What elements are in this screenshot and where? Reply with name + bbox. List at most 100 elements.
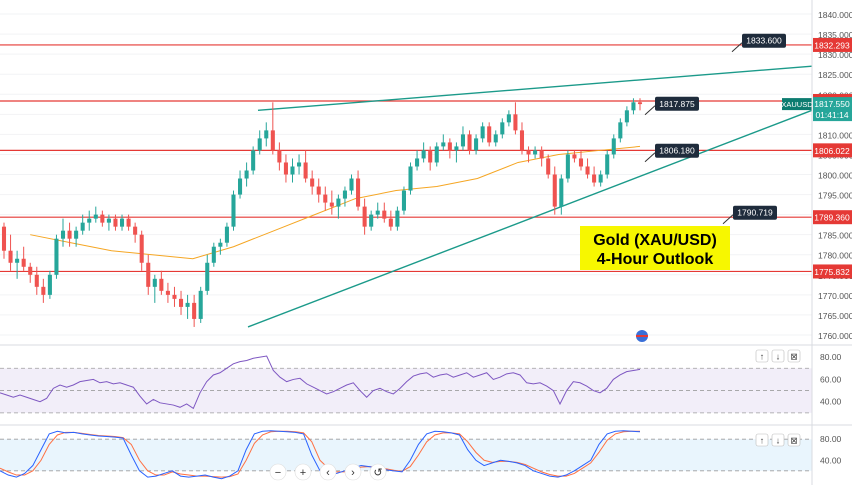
candle-body[interactable] bbox=[205, 262, 210, 291]
candle-body[interactable] bbox=[264, 130, 269, 139]
candle-body[interactable] bbox=[297, 162, 302, 167]
candle-body[interactable] bbox=[146, 262, 151, 287]
candle-body[interactable] bbox=[290, 166, 295, 175]
candle-body[interactable] bbox=[54, 238, 59, 275]
candle-body[interactable] bbox=[178, 298, 184, 307]
rsi-pane[interactable]: ↑ ↓ ⊠ bbox=[0, 349, 812, 414]
candle-body[interactable] bbox=[165, 290, 170, 295]
candle-body[interactable] bbox=[474, 138, 479, 151]
candle-body[interactable] bbox=[382, 210, 387, 219]
candle-body[interactable] bbox=[224, 226, 229, 243]
pane-control-button[interactable] bbox=[787, 433, 801, 447]
candle-body[interactable] bbox=[126, 218, 131, 227]
candle-body[interactable] bbox=[447, 142, 452, 151]
candle-body[interactable] bbox=[454, 146, 459, 151]
candle-body[interactable] bbox=[251, 150, 256, 171]
candle-body[interactable] bbox=[67, 230, 72, 239]
candle-body[interactable] bbox=[428, 150, 433, 163]
candle-body[interactable] bbox=[362, 206, 367, 227]
candle-body[interactable] bbox=[559, 178, 564, 207]
candle-body[interactable] bbox=[192, 302, 197, 319]
candle-body[interactable] bbox=[598, 174, 603, 183]
candle-body[interactable] bbox=[211, 246, 216, 263]
candle-body[interactable] bbox=[408, 166, 413, 191]
toolbar-button[interactable] bbox=[319, 463, 337, 481]
candle-body[interactable] bbox=[631, 102, 636, 111]
candle-body[interactable] bbox=[395, 210, 400, 227]
candle-body[interactable] bbox=[441, 142, 446, 147]
toolbar-button[interactable] bbox=[344, 463, 362, 481]
candle-body[interactable] bbox=[388, 218, 393, 227]
candle-body[interactable] bbox=[467, 134, 472, 151]
candle-body[interactable] bbox=[356, 178, 361, 207]
candle-body[interactable] bbox=[257, 138, 262, 151]
candle-body[interactable] bbox=[369, 214, 374, 227]
candle-body[interactable] bbox=[316, 186, 321, 195]
candle-body[interactable] bbox=[500, 122, 505, 135]
candle-body[interactable] bbox=[198, 290, 203, 319]
candle-body[interactable] bbox=[415, 158, 420, 167]
candle-body[interactable] bbox=[28, 266, 33, 275]
candle-body[interactable] bbox=[47, 274, 52, 295]
candle-body[interactable] bbox=[592, 174, 597, 183]
candle-body[interactable] bbox=[342, 190, 347, 199]
candle-body[interactable] bbox=[172, 294, 177, 299]
candle-body[interactable] bbox=[349, 178, 354, 191]
candle-body[interactable] bbox=[611, 138, 616, 155]
candle-body[interactable] bbox=[526, 150, 531, 155]
candle-body[interactable] bbox=[277, 150, 282, 163]
candle-body[interactable] bbox=[113, 218, 118, 227]
candle-body[interactable] bbox=[624, 110, 629, 123]
toolbar-button[interactable] bbox=[269, 463, 287, 481]
candle-body[interactable] bbox=[546, 158, 551, 175]
candle-body[interactable] bbox=[493, 134, 498, 143]
pane-control-button[interactable] bbox=[771, 349, 785, 363]
stochastic-pane[interactable]: ↑ ↓ ⊠ bbox=[0, 430, 812, 480]
candle-body[interactable] bbox=[605, 154, 610, 175]
candle-body[interactable] bbox=[15, 258, 20, 263]
candle-body[interactable] bbox=[323, 194, 328, 203]
candle-body[interactable] bbox=[375, 210, 380, 215]
candle-body[interactable] bbox=[231, 194, 236, 227]
candle-body[interactable] bbox=[618, 122, 623, 139]
candle-body[interactable] bbox=[637, 102, 643, 105]
candle-body[interactable] bbox=[185, 302, 190, 307]
candle-body[interactable] bbox=[310, 178, 315, 187]
candle-body[interactable] bbox=[480, 126, 485, 139]
candle-body[interactable] bbox=[21, 258, 26, 267]
candle-body[interactable] bbox=[152, 278, 157, 287]
candle-body[interactable] bbox=[80, 222, 85, 231]
candle-body[interactable] bbox=[401, 190, 406, 211]
candle-body[interactable] bbox=[552, 174, 557, 207]
toolbar-button[interactable] bbox=[369, 463, 387, 481]
candle-body[interactable] bbox=[41, 286, 46, 295]
lower-trend-line[interactable] bbox=[247, 109, 813, 328]
candle-body[interactable] bbox=[244, 170, 249, 179]
price-pane[interactable]: 1833.600 1817.875 1806.180 1790.719 bbox=[0, 13, 852, 426]
toolbar-button[interactable] bbox=[294, 463, 312, 481]
candle-body[interactable] bbox=[460, 134, 466, 147]
candle-body[interactable] bbox=[506, 114, 511, 123]
candle-body[interactable] bbox=[119, 218, 125, 227]
candle-body[interactable] bbox=[139, 234, 144, 263]
pane-control-button[interactable] bbox=[755, 433, 769, 447]
upper-trend-line[interactable] bbox=[257, 65, 813, 112]
candle-body[interactable] bbox=[434, 146, 439, 163]
candle-body[interactable] bbox=[421, 150, 426, 159]
candle-body[interactable] bbox=[93, 214, 98, 219]
candle-body[interactable] bbox=[487, 126, 492, 143]
candle-body[interactable] bbox=[87, 218, 92, 223]
candle-body[interactable] bbox=[1, 226, 7, 251]
candle-body[interactable] bbox=[34, 274, 39, 287]
candle-body[interactable] bbox=[329, 202, 334, 207]
candle-body[interactable] bbox=[565, 154, 570, 179]
pane-control-button[interactable] bbox=[771, 433, 785, 447]
candle-body[interactable] bbox=[100, 214, 105, 223]
candle-body[interactable] bbox=[60, 230, 66, 239]
candle-body[interactable] bbox=[74, 230, 79, 239]
candle-body[interactable] bbox=[238, 178, 243, 195]
pane-control-button[interactable] bbox=[755, 349, 769, 363]
price-axis[interactable]: 1840.0001835.0001830.0001825.0001820.000… bbox=[781, 0, 852, 485]
candle-body[interactable] bbox=[572, 154, 577, 159]
